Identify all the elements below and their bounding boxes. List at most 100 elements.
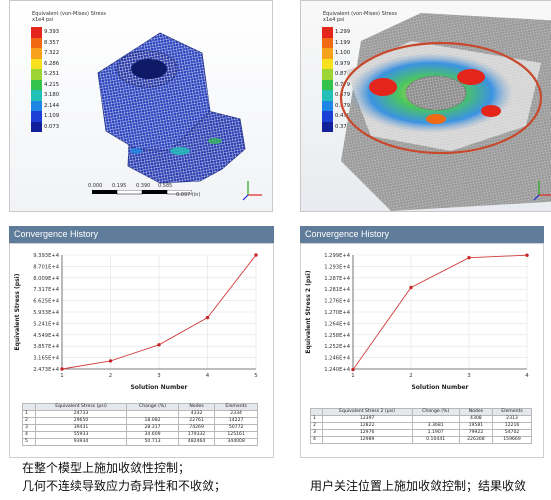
table-cell: 5 bbox=[22, 438, 36, 446]
legend-swatch bbox=[31, 37, 42, 48]
table-cell: 34.609 bbox=[126, 431, 179, 439]
table-cell: 12397 bbox=[321, 415, 413, 423]
legend-label: 9.393 bbox=[44, 29, 60, 35]
legend-label: 0.979 bbox=[335, 60, 351, 67]
legend-row: 7.322 bbox=[31, 48, 83, 59]
table-cell: 18.082 bbox=[126, 417, 179, 425]
legend-label: 1.199 bbox=[335, 39, 351, 46]
table-cell: 1 bbox=[22, 410, 36, 418]
table-cell: 22761 bbox=[177, 417, 216, 425]
legend-row: 0.479 bbox=[322, 111, 374, 122]
series-line bbox=[352, 254, 528, 370]
y-tick-label: 1.299E+4 bbox=[324, 253, 350, 259]
table-cell: 19581 bbox=[458, 422, 494, 430]
table-cell: 50.713 bbox=[126, 438, 179, 446]
data-point bbox=[254, 253, 258, 257]
right-part-model bbox=[339, 13, 551, 211]
legend-row: 0.979 bbox=[322, 58, 374, 69]
table-cell: 2313 bbox=[492, 415, 532, 423]
legend-label: 7.322 bbox=[44, 50, 60, 56]
legend-swatch bbox=[31, 58, 42, 69]
table-header-cell: Equivalent Stress 2 (psi) bbox=[321, 408, 413, 416]
legend-label: 0.779 bbox=[335, 81, 351, 88]
legend-row: 0.679 bbox=[322, 90, 374, 101]
y-axis-title: Equivalent Stress (psi) bbox=[14, 273, 21, 350]
legend-row: 1.199 bbox=[322, 37, 374, 48]
legend-swatch bbox=[322, 79, 333, 90]
legend-row: 0.379 bbox=[322, 121, 374, 132]
table-header-cell bbox=[22, 403, 36, 411]
highlight-ellipse bbox=[339, 41, 543, 155]
legend-row: 3.180 bbox=[31, 90, 83, 101]
left-panel-header: Convergence History bbox=[9, 226, 274, 243]
table-cell bbox=[411, 415, 460, 423]
legend-label: 5.251 bbox=[44, 71, 60, 77]
data-point bbox=[205, 315, 210, 320]
data-point bbox=[525, 253, 529, 257]
table-cell: 0.10441 bbox=[411, 436, 460, 444]
table-cell: 79922 bbox=[458, 429, 494, 437]
legend-swatch bbox=[31, 121, 42, 132]
y-tick-label: 1.264E+4 bbox=[324, 321, 350, 327]
legend-swatch bbox=[31, 90, 42, 101]
table-cell: 344008 bbox=[214, 438, 258, 446]
legend-label: 1.299 bbox=[335, 29, 351, 35]
axis-triad-icon bbox=[533, 181, 551, 201]
left-caption-line-2: 几何不连续导致应力奇异性和不收敛； bbox=[22, 479, 227, 493]
table-cell: 12989 bbox=[321, 436, 413, 444]
x-tick-label: 5 bbox=[254, 373, 257, 379]
legend-label: 1.109 bbox=[44, 113, 60, 119]
right-history-table: Equivalent Stress 2 (psi) Change (%) Nodes… bbox=[310, 408, 532, 444]
left-history-table: Equivalent Stress (psi) Change (%) Nodes El… bbox=[22, 403, 258, 446]
y-tick-label: 3.857E+4 bbox=[33, 344, 59, 350]
y-tick-label: 6.625E+4 bbox=[33, 299, 59, 305]
table-cell: 1 bbox=[310, 415, 323, 423]
table-cell bbox=[126, 410, 179, 418]
table-cell: 2 bbox=[310, 422, 323, 430]
y-tick-label: 1.281E+4 bbox=[324, 287, 350, 293]
x-tick-label: 4 bbox=[206, 373, 210, 379]
legend-row: 9.393 bbox=[31, 27, 83, 38]
legend-swatch bbox=[322, 100, 333, 111]
y-tick-label: 8.701E+4 bbox=[33, 264, 59, 270]
table-cell: 14227 bbox=[214, 417, 258, 425]
legend-swatch bbox=[322, 37, 333, 48]
table-cell: 55933 bbox=[34, 431, 128, 439]
legend-label: 4.215 bbox=[44, 81, 60, 88]
table-cell: 125161 bbox=[214, 431, 258, 439]
y-tick-label: 4.549E+4 bbox=[33, 333, 59, 339]
left-color-legend: 9.393 8.357 7.322 6.286 5.251 4.215 3.180 2.144… bbox=[31, 27, 83, 132]
left-result-name: Equivalent (von-Mises) Stress bbox=[32, 11, 106, 17]
table-header-cell: Change (%) bbox=[126, 403, 179, 411]
left-scale-bar: 0.000 0.195 0.390 0.585 0.097 (in) bbox=[88, 183, 200, 198]
table-header-row: Equivalent Stress (psi) Change (%) Nodes El… bbox=[22, 403, 258, 411]
legend-label: 0.073 bbox=[44, 123, 60, 130]
legend-label: 0.479 bbox=[335, 113, 351, 119]
right-result-title: Equivalent (von-Mises) Stress x1e4 psi bbox=[323, 11, 397, 23]
data-point bbox=[351, 367, 355, 372]
data-point bbox=[467, 256, 471, 260]
right-convergence-chart: 1.299E+4 1.293E+4 1.287E+4 1.281E+4 1.276E+4… bbox=[305, 253, 529, 391]
axis-triad-icon bbox=[242, 181, 262, 201]
x-axis-title: Solution Number bbox=[130, 384, 187, 391]
table-row: 3 12976 1.1907 79922 54702 bbox=[310, 429, 532, 437]
scale-bar-graphic bbox=[92, 190, 192, 195]
legend-row: 0.073 bbox=[31, 121, 83, 132]
legend-row: 8.357 bbox=[31, 37, 83, 48]
legend-swatch bbox=[322, 27, 333, 38]
y-tick-label: 9.393E+4 bbox=[33, 253, 59, 259]
right-fea-viewport: Equivalent (von-Mises) Stress x1e4 psi 1… bbox=[300, 0, 551, 212]
legend-label: 8.357 bbox=[44, 39, 60, 46]
table-row: 3 39431 28.317 74269 50772 bbox=[22, 424, 258, 432]
table-cell: 482464 bbox=[177, 438, 216, 446]
table-row: 4 12989 0.10441 226308 159669 bbox=[310, 436, 532, 444]
y-tick-label: 1.293E+4 bbox=[324, 264, 350, 270]
right-result-name: Equivalent (von-Mises) Stress bbox=[323, 11, 397, 17]
table-row: 5 93934 50.713 482464 344008 bbox=[22, 438, 258, 446]
legend-label: 6.286 bbox=[44, 60, 60, 67]
x-tick-label: 3 bbox=[157, 373, 160, 379]
table-cell: 12822 bbox=[321, 422, 413, 430]
right-panel-header: Convergence History bbox=[300, 226, 544, 243]
table-cell: 4 bbox=[310, 436, 323, 444]
left-part-model bbox=[97, 32, 246, 184]
